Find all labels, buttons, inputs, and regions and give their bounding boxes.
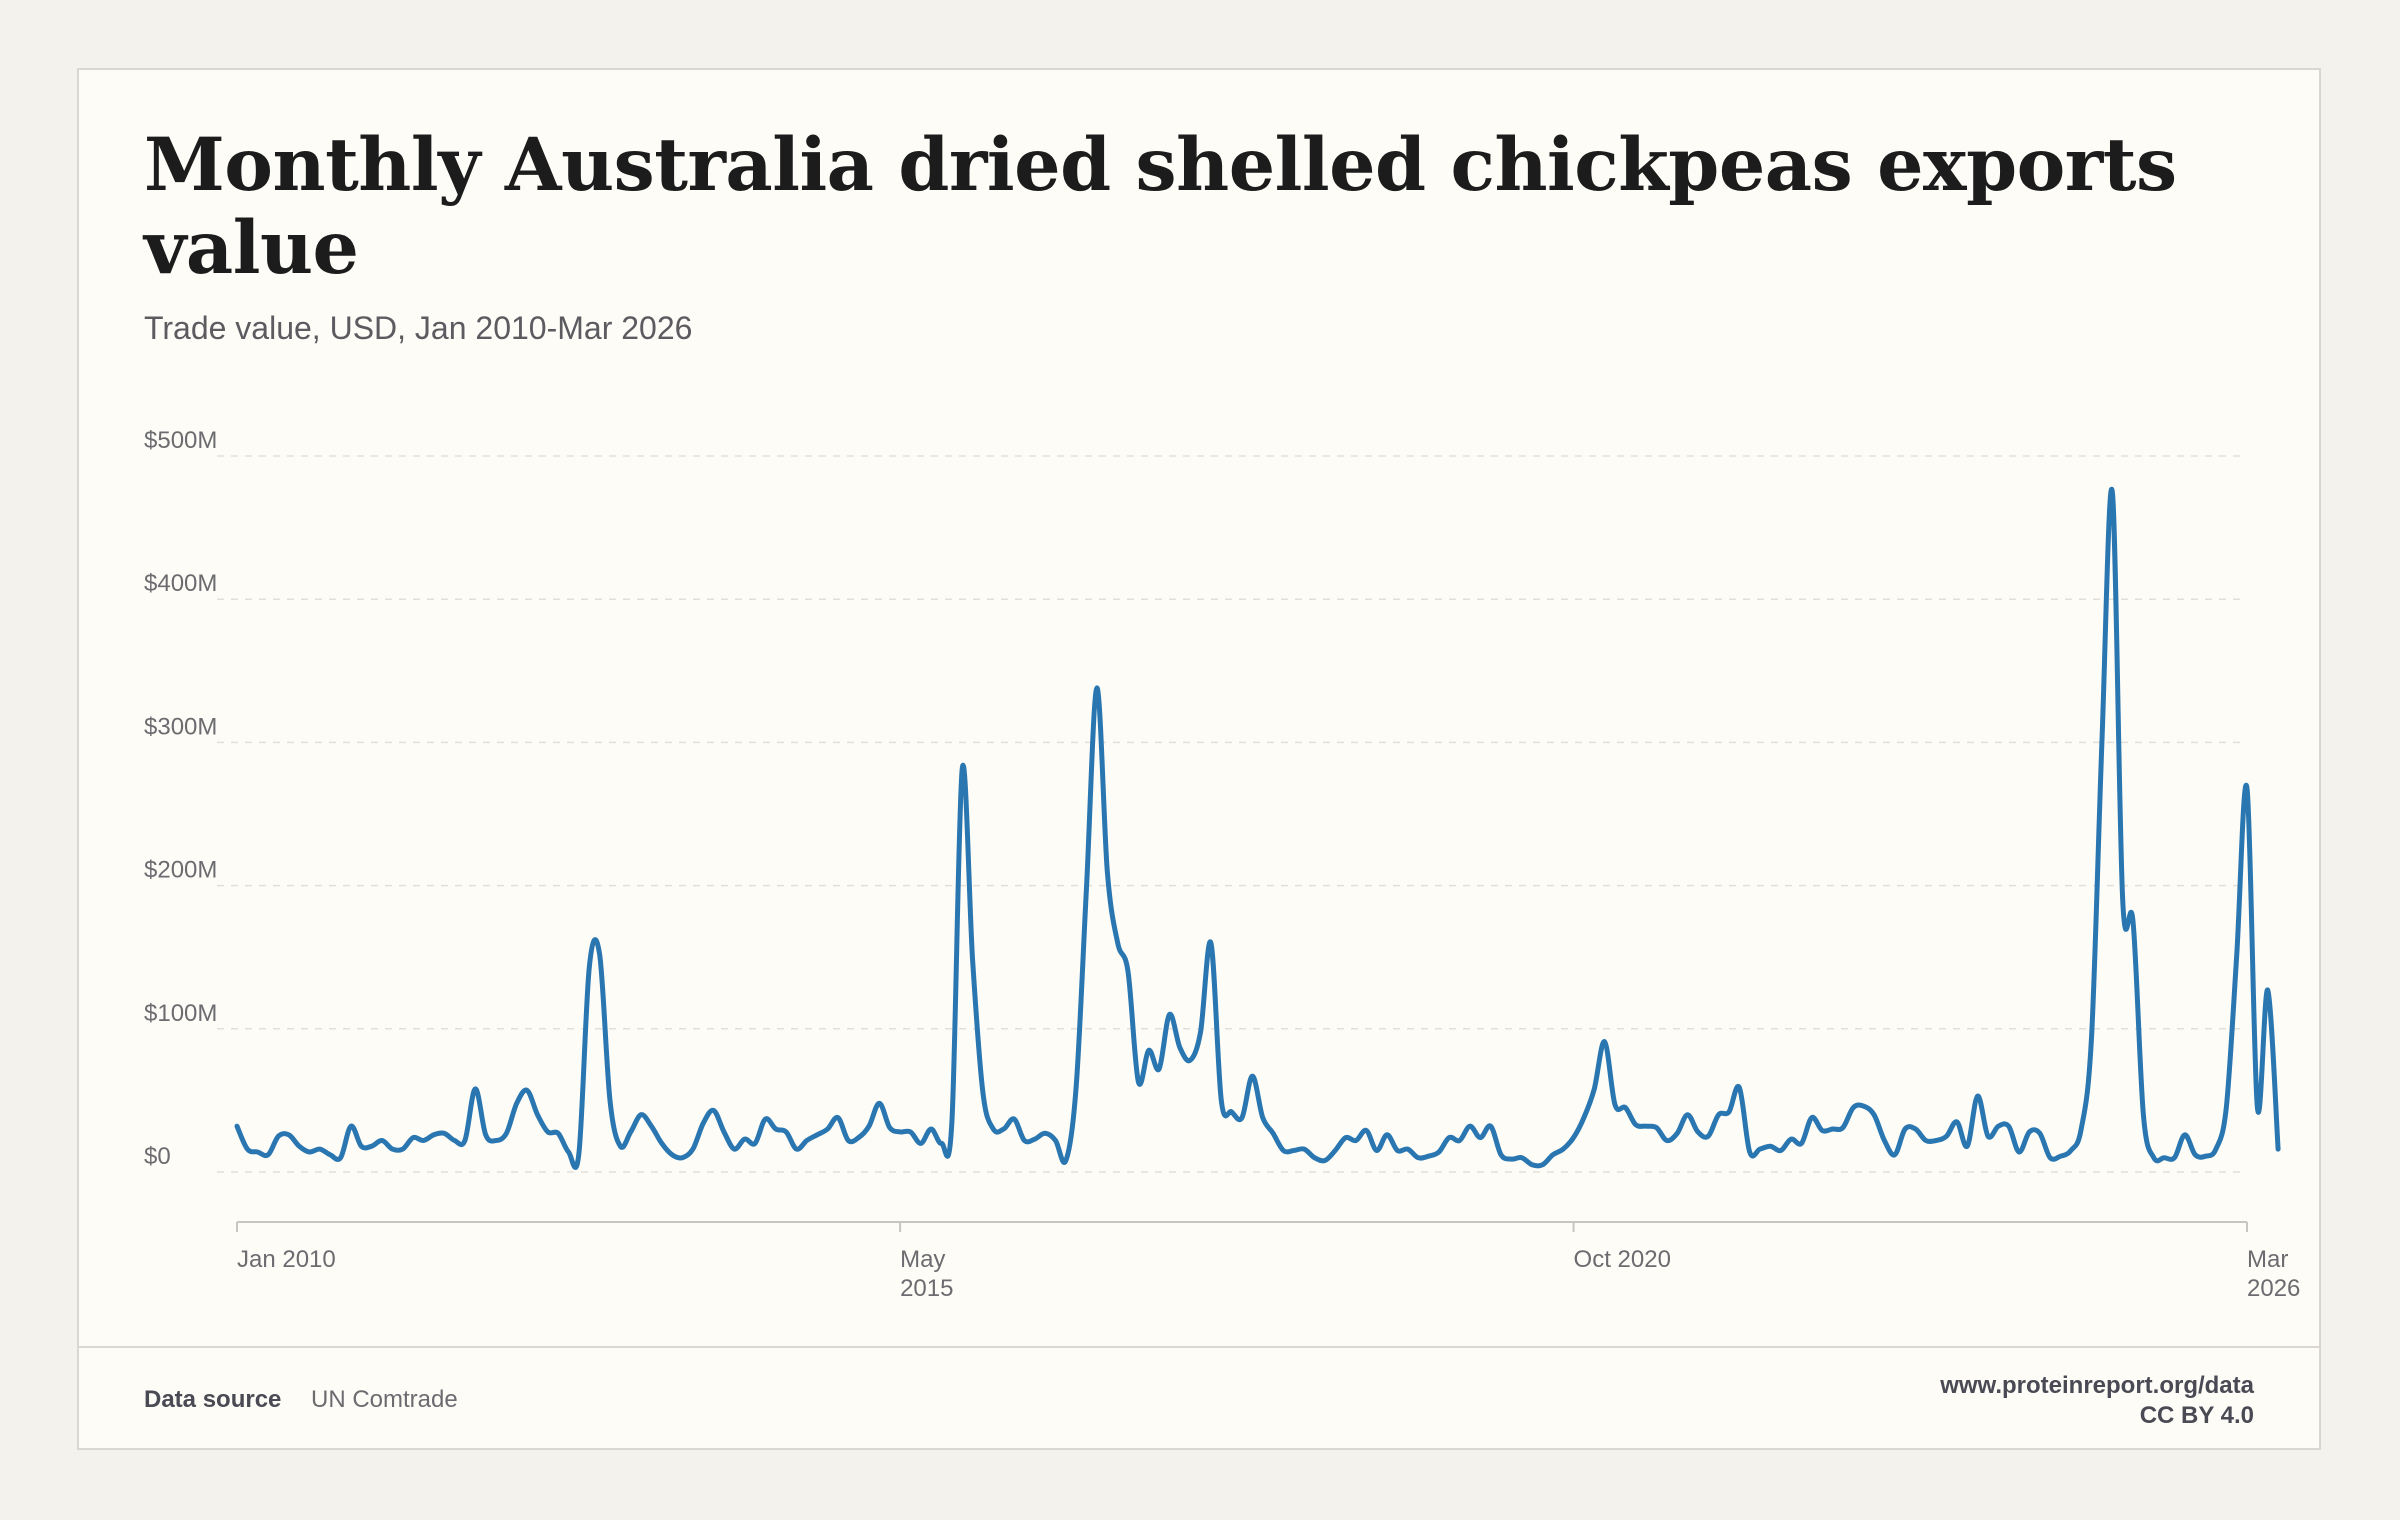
series-line <box>234 486 2281 1170</box>
chart-subtitle: Trade value, USD, Jan 2010-Mar 2026 <box>144 310 693 346</box>
x-tick-label: Jan 2010 <box>237 1246 336 1273</box>
y-tick-label: $100M <box>144 1000 217 1027</box>
chart-title: Monthly Australia dried shelled chickpea… <box>144 122 2177 291</box>
x-axis: Jan 2010 May 2015 Oct 2020 Mar 2026 <box>236 1221 2300 1302</box>
data-source-value: UN Comtrade <box>311 1386 458 1413</box>
y-tick-label: $500M <box>144 427 217 454</box>
y-axis: $0 $100M $200M $300M $400M $500M <box>144 427 217 1170</box>
y-tick-label: $0 <box>144 1143 171 1170</box>
y-tick-label: $200M <box>144 857 217 884</box>
x-tick-label: Oct 2020 <box>1574 1246 1671 1273</box>
y-tick-label: $400M <box>144 570 217 597</box>
x-tick-label: May 2015 <box>900 1246 953 1302</box>
footer: Data source UN Comtrade www.proteinrepor… <box>79 1346 2319 1448</box>
grid-lines <box>217 455 2247 1173</box>
chart-card: Monthly Australia dried shelled chickpea… <box>77 68 2321 1450</box>
license-label: CC BY 4.0 <box>2139 1402 2254 1429</box>
data-source-label: Data source <box>144 1386 282 1413</box>
site-link[interactable]: www.proteinreport.org/data <box>1940 1372 2254 1399</box>
y-tick-label: $300M <box>144 713 217 740</box>
x-tick-label: Mar 2026 <box>2247 1246 2300 1302</box>
line-chart: $0 $100M $200M $300M $400M $500M Jan 2010 May 2… <box>144 427 2300 1302</box>
